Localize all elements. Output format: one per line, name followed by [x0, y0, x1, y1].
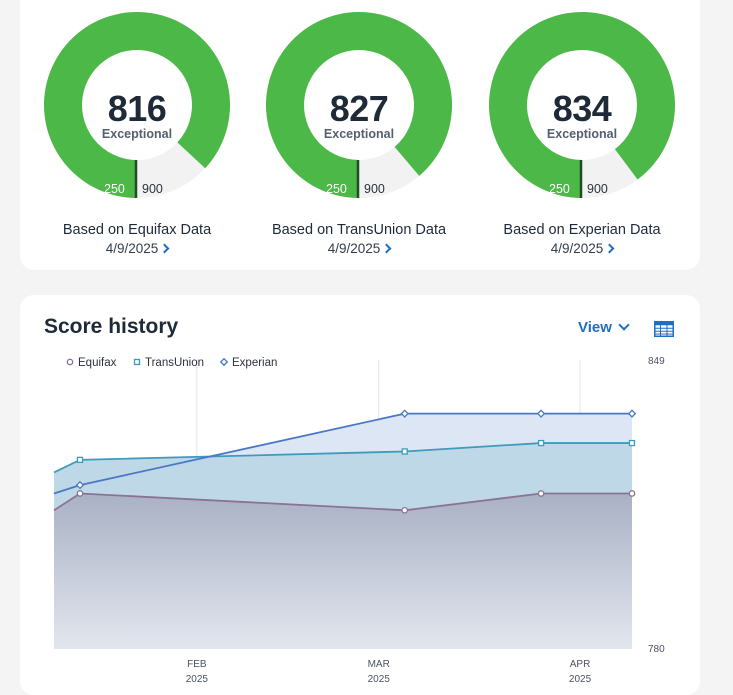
legend-label: Experian: [232, 357, 277, 369]
legend-marker: [133, 358, 141, 366]
x-tick-year: 2025: [368, 674, 391, 685]
legend-marker: [219, 357, 229, 367]
gauge-ring: [489, 12, 675, 199]
point-transunion[interactable]: [401, 448, 408, 455]
score-date: 4/9/2025: [105, 241, 159, 256]
point-equifax[interactable]: [537, 490, 545, 497]
area-equifax: [54, 493, 632, 649]
point-equifax[interactable]: [628, 490, 636, 497]
x-tick-label: FEB: [187, 659, 207, 670]
score-date: 4/9/2025: [550, 241, 604, 256]
point-experian[interactable]: [536, 409, 546, 418]
score-date-link[interactable]: 4/9/2025: [264, 241, 454, 256]
score-date-link[interactable]: 4/9/2025: [42, 241, 232, 256]
y-tick-label: 849: [648, 356, 665, 367]
chevron-right-icon: [159, 243, 170, 254]
y-tick-label: 780: [648, 644, 665, 655]
score-history-card: Equifax TransUnion Experian 849 780 FEB 2025 MA…: [20, 295, 700, 695]
gauge-max-label: 900: [364, 182, 385, 196]
point-equifax[interactable]: [76, 490, 84, 497]
score-value: 834: [552, 88, 612, 129]
view-label: View: [578, 319, 612, 336]
chevron-right-icon: [381, 243, 392, 254]
point-transunion[interactable]: [537, 439, 545, 447]
gauge-min-label: 250: [326, 182, 347, 196]
x-tick-year: 2025: [569, 674, 592, 685]
point-transunion[interactable]: [628, 439, 636, 447]
gauge-fill-arc: [266, 11, 452, 198]
gauge-max-label: 900: [142, 182, 163, 196]
legend-label: Equifax: [78, 357, 117, 369]
score-value: 816: [107, 88, 167, 129]
score-value: 827: [329, 88, 389, 129]
gauge-fill-arc: [44, 12, 231, 198]
section-title: Score history: [44, 315, 179, 338]
score-rating: Exceptional: [323, 127, 395, 141]
score-source: Based on TransUnion Data: [271, 222, 447, 238]
legend-marker: [66, 358, 74, 366]
gauge-max-label: 900: [587, 182, 608, 196]
point-experian[interactable]: [400, 409, 409, 418]
score-rating: Exceptional: [546, 127, 618, 141]
gauge-min-label: 250: [104, 182, 125, 196]
x-tick-label: MAR: [368, 659, 390, 670]
view-dropdown-button[interactable]: View: [578, 319, 630, 336]
point-transunion[interactable]: [76, 456, 84, 464]
chevron-down-icon: [618, 319, 630, 331]
legend-label: TransUnion: [145, 357, 204, 369]
score-source: Based on Experian Data: [503, 222, 661, 238]
x-tick-year: 2025: [186, 674, 209, 685]
point-equifax[interactable]: [401, 506, 409, 514]
gauge-ring: [266, 11, 452, 198]
gauge-ring: [44, 12, 231, 198]
chevron-right-icon: [604, 243, 615, 254]
score-history-chart: Equifax TransUnion Experian 849 780 FEB 2025 MA…: [53, 356, 665, 685]
score-summary-card: 816 Exceptional 250 900 Based on Equifax…: [20, 0, 700, 270]
gauge-fill-arc: [489, 12, 675, 199]
point-experian[interactable]: [75, 480, 85, 490]
point-experian[interactable]: [627, 409, 637, 418]
score-rating: Exceptional: [101, 127, 173, 141]
table-icon[interactable]: [654, 321, 674, 337]
score-date: 4/9/2025: [327, 241, 381, 256]
score-source: Based on Equifax Data: [62, 222, 212, 238]
gauge-min-label: 250: [549, 182, 570, 196]
x-tick-label: APR: [570, 659, 591, 670]
score-date-link[interactable]: 4/9/2025: [487, 241, 677, 256]
